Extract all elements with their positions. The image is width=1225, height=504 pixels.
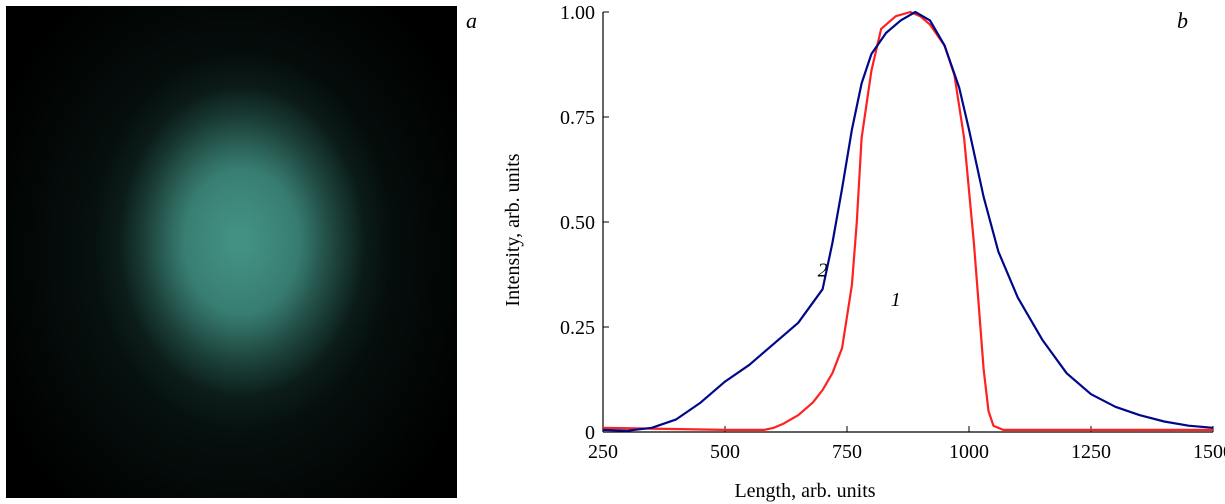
x-axis-label: Length, arb. units <box>734 480 875 502</box>
x-tick-label: 750 <box>832 441 862 463</box>
panel-label-b: b <box>1177 8 1188 33</box>
panel-label-a: a <box>466 8 477 33</box>
x-tick-label: 1250 <box>1071 441 1111 463</box>
x-tick-label: 250 <box>588 441 618 463</box>
y-tick-label: 1.00 <box>560 2 595 24</box>
y-tick-label: 0.50 <box>560 212 595 234</box>
x-tick-label: 500 <box>710 441 740 463</box>
y-tick-label: 0.25 <box>560 317 595 339</box>
curve-label-2: 2 <box>818 260 828 282</box>
y-tick-label: 0.75 <box>560 107 595 129</box>
y-axis-label: Intensity, arb. units <box>502 153 524 306</box>
y-tick-label: 0 <box>585 422 595 444</box>
curve-label-1: 1 <box>891 289 901 311</box>
beam-spot-photo <box>6 6 457 498</box>
x-tick-label: 1000 <box>949 441 989 463</box>
series-line-2 <box>602 10 1214 432</box>
series-line-1 <box>602 10 1213 431</box>
beam-spot-glow <box>6 6 457 498</box>
